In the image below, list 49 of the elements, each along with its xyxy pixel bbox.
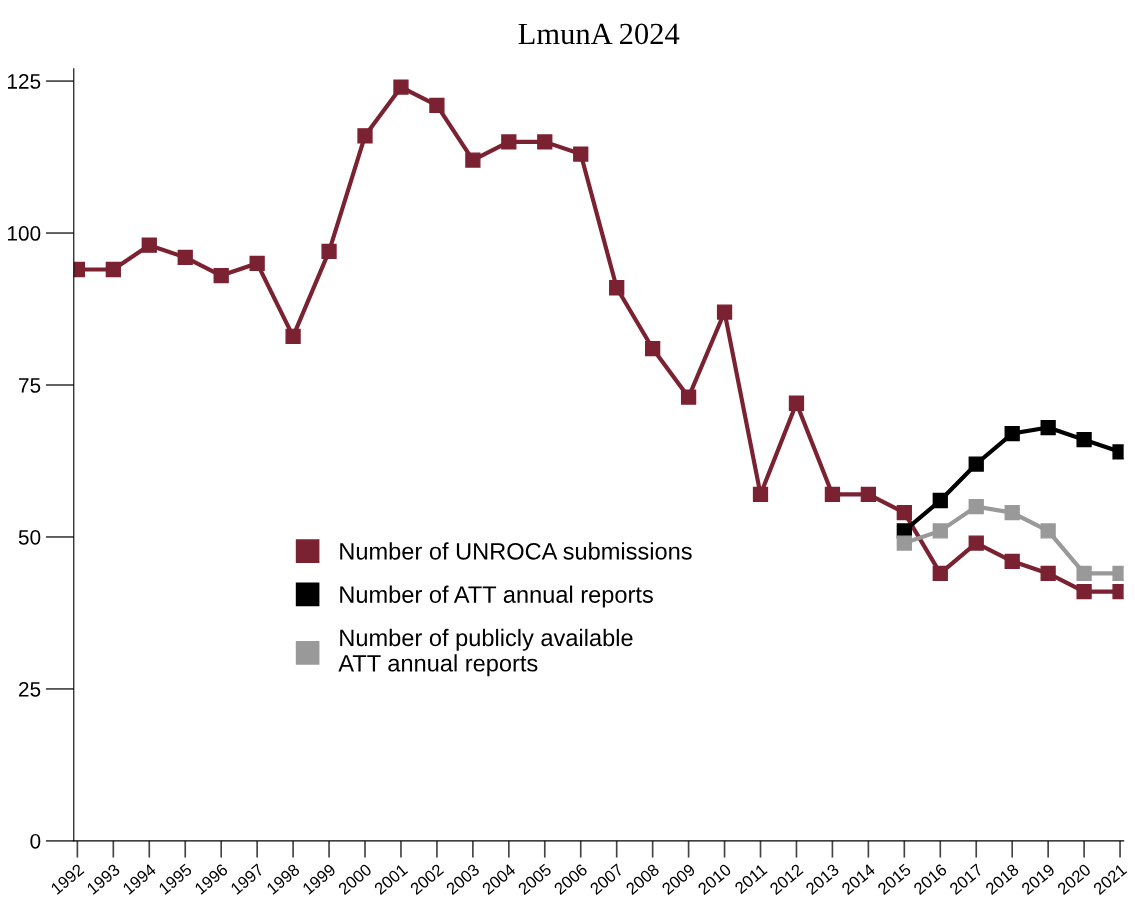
- point: [1076, 565, 1092, 582]
- y-tick-label: 0: [30, 833, 41, 849]
- point: [141, 237, 157, 253]
- point: [968, 456, 984, 472]
- point: [1040, 565, 1056, 582]
- y-tick-label: 100: [7, 226, 41, 241]
- y-tick-label: 25: [19, 681, 41, 697]
- chart-title: LmunA 2024: [518, 23, 680, 45]
- point: [824, 486, 841, 503]
- y-tick-label: 125: [7, 74, 41, 89]
- point: [860, 486, 877, 503]
- point: [609, 280, 625, 296]
- point: [249, 255, 265, 272]
- point: [213, 267, 229, 284]
- legend-label: Number of publicly available ATT annual reports: [338, 628, 633, 677]
- point: [1040, 523, 1056, 539]
- point: [1076, 432, 1092, 448]
- y-tick-label: 50: [18, 529, 41, 545]
- point: [1004, 425, 1020, 442]
- point: [896, 535, 912, 551]
- point: [645, 340, 661, 357]
- point: [573, 146, 589, 162]
- point: [465, 152, 481, 168]
- point: [177, 249, 193, 265]
- point: [285, 328, 301, 345]
- point: [429, 97, 445, 114]
- point: [105, 261, 121, 278]
- point: [788, 395, 805, 411]
- legend-label: Number of UNROCA submissions: [340, 542, 692, 560]
- point: [393, 79, 409, 95]
- point: [357, 128, 373, 144]
- point: [537, 134, 553, 150]
- y-tick-label: 75: [19, 378, 41, 393]
- point: [932, 492, 948, 509]
- point: [968, 535, 984, 551]
- point: [321, 243, 337, 259]
- point: [1004, 505, 1020, 521]
- point: [896, 505, 912, 521]
- legend-label: Number of ATT annual reports: [340, 585, 653, 608]
- point: [1040, 419, 1056, 436]
- point: [501, 134, 517, 150]
- point: [932, 523, 948, 539]
- point: [932, 565, 948, 582]
- point: [1004, 553, 1020, 569]
- point: [716, 304, 733, 320]
- point: [752, 486, 769, 503]
- point: [680, 389, 697, 405]
- point: [968, 498, 984, 515]
- point: [1076, 584, 1092, 600]
